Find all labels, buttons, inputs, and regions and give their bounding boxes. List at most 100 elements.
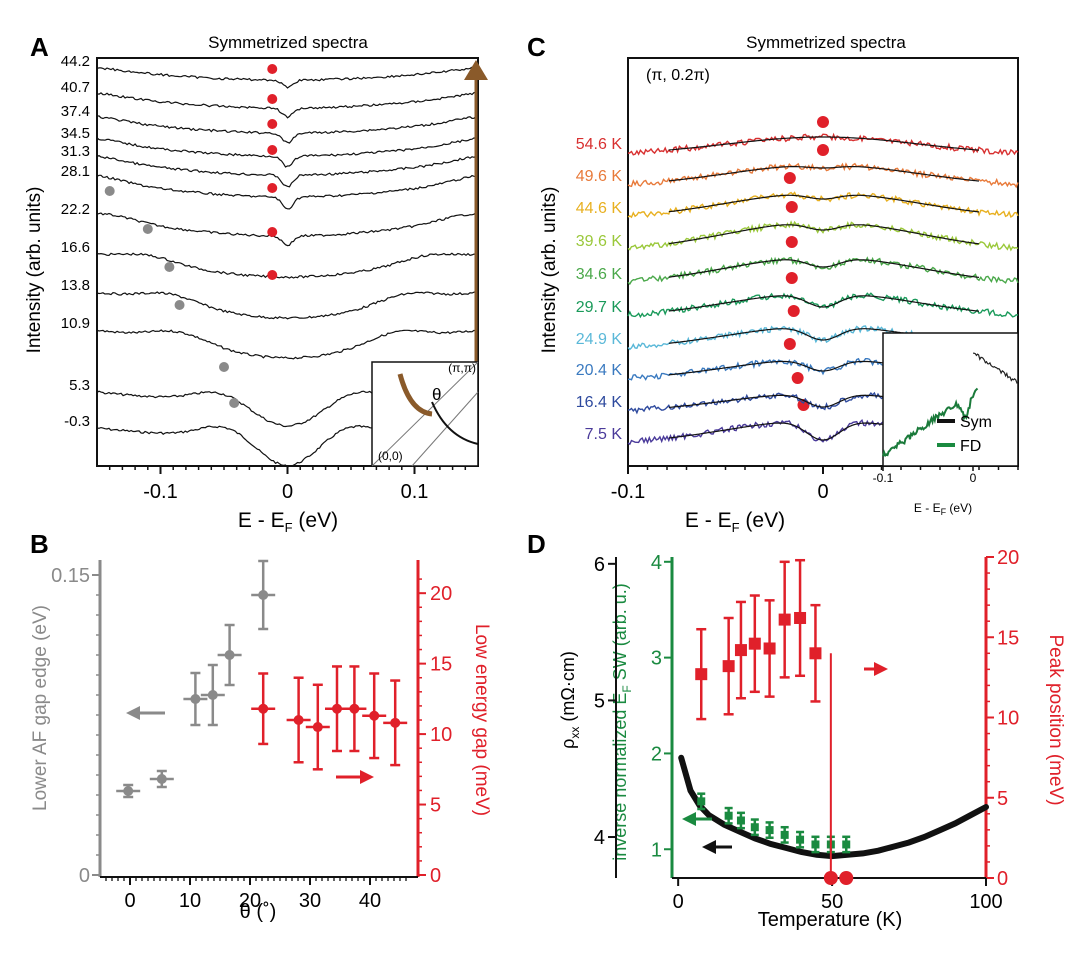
panel-b-xtick-label: 0: [124, 890, 135, 912]
panel-d-peak-point: [734, 644, 747, 657]
panel-a-series-label: 34.5: [61, 125, 90, 142]
panel-c-spectrum-line: [627, 292, 1019, 319]
panel-d-xtick-label: 50: [821, 891, 843, 913]
panel-b-xtick-label: 40: [359, 890, 381, 912]
panel-b-xlabel: θ (˚): [240, 901, 277, 923]
panel-b-point: [156, 774, 167, 784]
panel-d-sw-point: [765, 826, 774, 835]
panel-d-ylabel-sw: inverse normalized EF SW (arb. u.): [610, 583, 634, 860]
panel-c-peak-dot: [787, 305, 800, 317]
panel-c-peak-dot: [791, 372, 804, 384]
panel-a-gap-edge-dot: [164, 262, 175, 272]
panel-c-annotation: (π, 0.2π): [646, 67, 710, 84]
panel-a-series-label: 40.7: [61, 79, 90, 96]
panel-b-letter: B: [30, 529, 49, 559]
panel-a-brown-arrow-head: [464, 60, 488, 80]
panel-a-series-label: 22.2: [61, 201, 90, 218]
panel-b-arrow-right-head: [360, 770, 374, 784]
panel-d-ytick-peak-label: 15: [997, 627, 1019, 649]
panel-b-ytick-left-label: 0.15: [51, 565, 90, 587]
panel-c-inset-legend-fd: FD: [960, 438, 981, 455]
panel-c-temperature-label: 34.6 K: [576, 266, 623, 283]
panel-c-ylabel: Intensity (arb. units): [539, 187, 560, 354]
panel-c-inset-xtick-label: -0.1: [873, 471, 894, 485]
panel-b-point: [332, 703, 342, 714]
panel-a-inset-fermi-surface: [431, 401, 479, 445]
panel-c-xtick-label: -0.1: [611, 481, 645, 503]
panel-b-point: [224, 650, 235, 660]
panel-a-spectrum-line: [96, 91, 479, 119]
panel-a-peak-dot: [267, 145, 278, 155]
panel-a-series-label: 37.4: [61, 103, 90, 120]
panel-c-inset-box: [882, 332, 1019, 467]
panel-d-peak-point: [778, 613, 791, 626]
panel-d-arrow-rho-head: [702, 840, 716, 854]
panel-d-xtick-label: 100: [969, 891, 1002, 913]
panel-d-peak-point: [695, 668, 708, 681]
panel-c-inset-xtick-label: 0: [970, 471, 977, 485]
panel-a-spectrum-line: [96, 252, 479, 279]
panel-a-plot: -0.3 5.3 10.9 13.8 16.6 22.2 28.1 31.334.5 37.4 4…: [61, 53, 488, 503]
panel-b-point: [258, 590, 269, 600]
panel-c-fit-line: [668, 194, 980, 213]
panel-c-plot: 7.5 K 16.4 K 20.4 K 24.9 K 29.7 K 34.6 K 39.6 …: [576, 57, 1019, 517]
panel-a-gap-edge-dot: [104, 186, 115, 196]
panel-c-title: Symmetrized spectra: [746, 33, 906, 52]
panel-a-gap-edge-dot: [219, 362, 229, 372]
panel-b-xtick-label: 20: [239, 890, 261, 912]
panel-c-peak-dot: [785, 272, 798, 284]
panel-a-ylabel: Intensity (arb. units): [24, 187, 45, 354]
panel-d-arrow-peak-head: [874, 662, 888, 676]
panel-d-sw-point: [697, 797, 706, 806]
panel-c-fit-line: [668, 136, 980, 151]
panel-b-point: [293, 715, 304, 725]
panel-a-inset-angle: θ: [432, 385, 441, 404]
panel-c-spectrum-line: [627, 220, 1019, 252]
panel-c-inset-xlabel: E - EF (eV): [914, 501, 972, 517]
panel-c-inset-sym-line: [973, 352, 1019, 384]
panel-a-series-label: 16.6: [61, 239, 90, 256]
panel-d-peak-point: [722, 660, 735, 673]
panel-a-gap-edge-dot: [174, 300, 185, 310]
panel-a-series-label: 44.2: [61, 53, 90, 70]
panel-d-ytick-sw-label: 3: [651, 648, 662, 670]
panel-c-temperature-label: 7.5 K: [585, 426, 623, 443]
panel-d-xtick-label: 0: [673, 891, 684, 913]
panel-a-peak-dot: [267, 94, 278, 104]
panel-a-letter: A: [30, 32, 49, 62]
panel-d-letter: D: [527, 529, 546, 559]
panel-d-ytick-rho-label: 4: [594, 827, 605, 849]
panel-b-ytick-right-label: 5: [430, 795, 441, 817]
panel-d-peak-point: [794, 611, 807, 624]
panel-c-xlabel: E - EF (eV): [685, 509, 785, 535]
panel-d-ytick-sw-label: 2: [651, 743, 662, 765]
panel-a-spectrum-line: [96, 329, 479, 360]
panel-b-ytick-right-label: 0: [430, 865, 441, 887]
panel-a-peak-dot: [267, 64, 278, 74]
panel-b-plot: 0 0.15 0 5 10 15 20 0 10 20 30 40: [51, 559, 452, 912]
panel-b-point: [258, 703, 269, 714]
panel-a-spectrum-line: [96, 154, 479, 188]
panel-b-ytick-right-label: 15: [430, 654, 452, 676]
panel-a-xtick-label: 0.1: [401, 481, 429, 503]
panel-d-sw-point: [736, 816, 745, 825]
panel-d-peak-zero-point: [839, 871, 854, 885]
panel-c-fit-line: [668, 259, 980, 278]
panel-c-peak-dot: [783, 172, 796, 184]
panel-c-xtick-label: 0: [817, 481, 828, 503]
panel-d-xlabel: Temperature (K): [758, 909, 903, 931]
panel-d-ytick-peak-label: 20: [997, 547, 1019, 569]
panel-d-sw-point: [724, 811, 733, 820]
panel-a-series-label: -0.3: [64, 413, 90, 430]
panel-a-xtick-label: -0.1: [143, 481, 177, 503]
panel-d-ytick-peak-label: 0: [997, 868, 1008, 890]
panel-d-ytick-sw-label: 4: [651, 552, 662, 574]
panel-c-inset-fd-line: [882, 387, 979, 458]
panel-a-series-label: 10.9: [61, 315, 90, 332]
panel-b-point: [312, 722, 323, 733]
panel-b-xtick-label: 10: [179, 890, 201, 912]
panel-a-gap-edge-dot: [229, 398, 240, 408]
panel-a-spectrum-line: [96, 137, 479, 168]
panel-c-letter: C: [527, 32, 546, 62]
